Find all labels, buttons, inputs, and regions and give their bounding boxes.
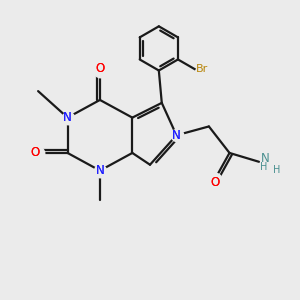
Text: O: O <box>31 146 40 159</box>
Text: N: N <box>63 111 72 124</box>
Text: H: H <box>260 162 268 172</box>
Text: O: O <box>31 146 40 159</box>
Text: N: N <box>260 152 269 165</box>
Text: N: N <box>96 164 104 177</box>
Text: O: O <box>210 176 219 189</box>
Text: O: O <box>210 176 219 189</box>
Text: Br: Br <box>196 64 208 74</box>
Text: O: O <box>95 61 105 75</box>
Text: N: N <box>172 129 181 142</box>
Text: H: H <box>273 165 280 175</box>
Text: N: N <box>63 111 72 124</box>
Text: N: N <box>172 129 181 142</box>
Text: O: O <box>95 61 105 75</box>
Text: N: N <box>96 164 104 177</box>
